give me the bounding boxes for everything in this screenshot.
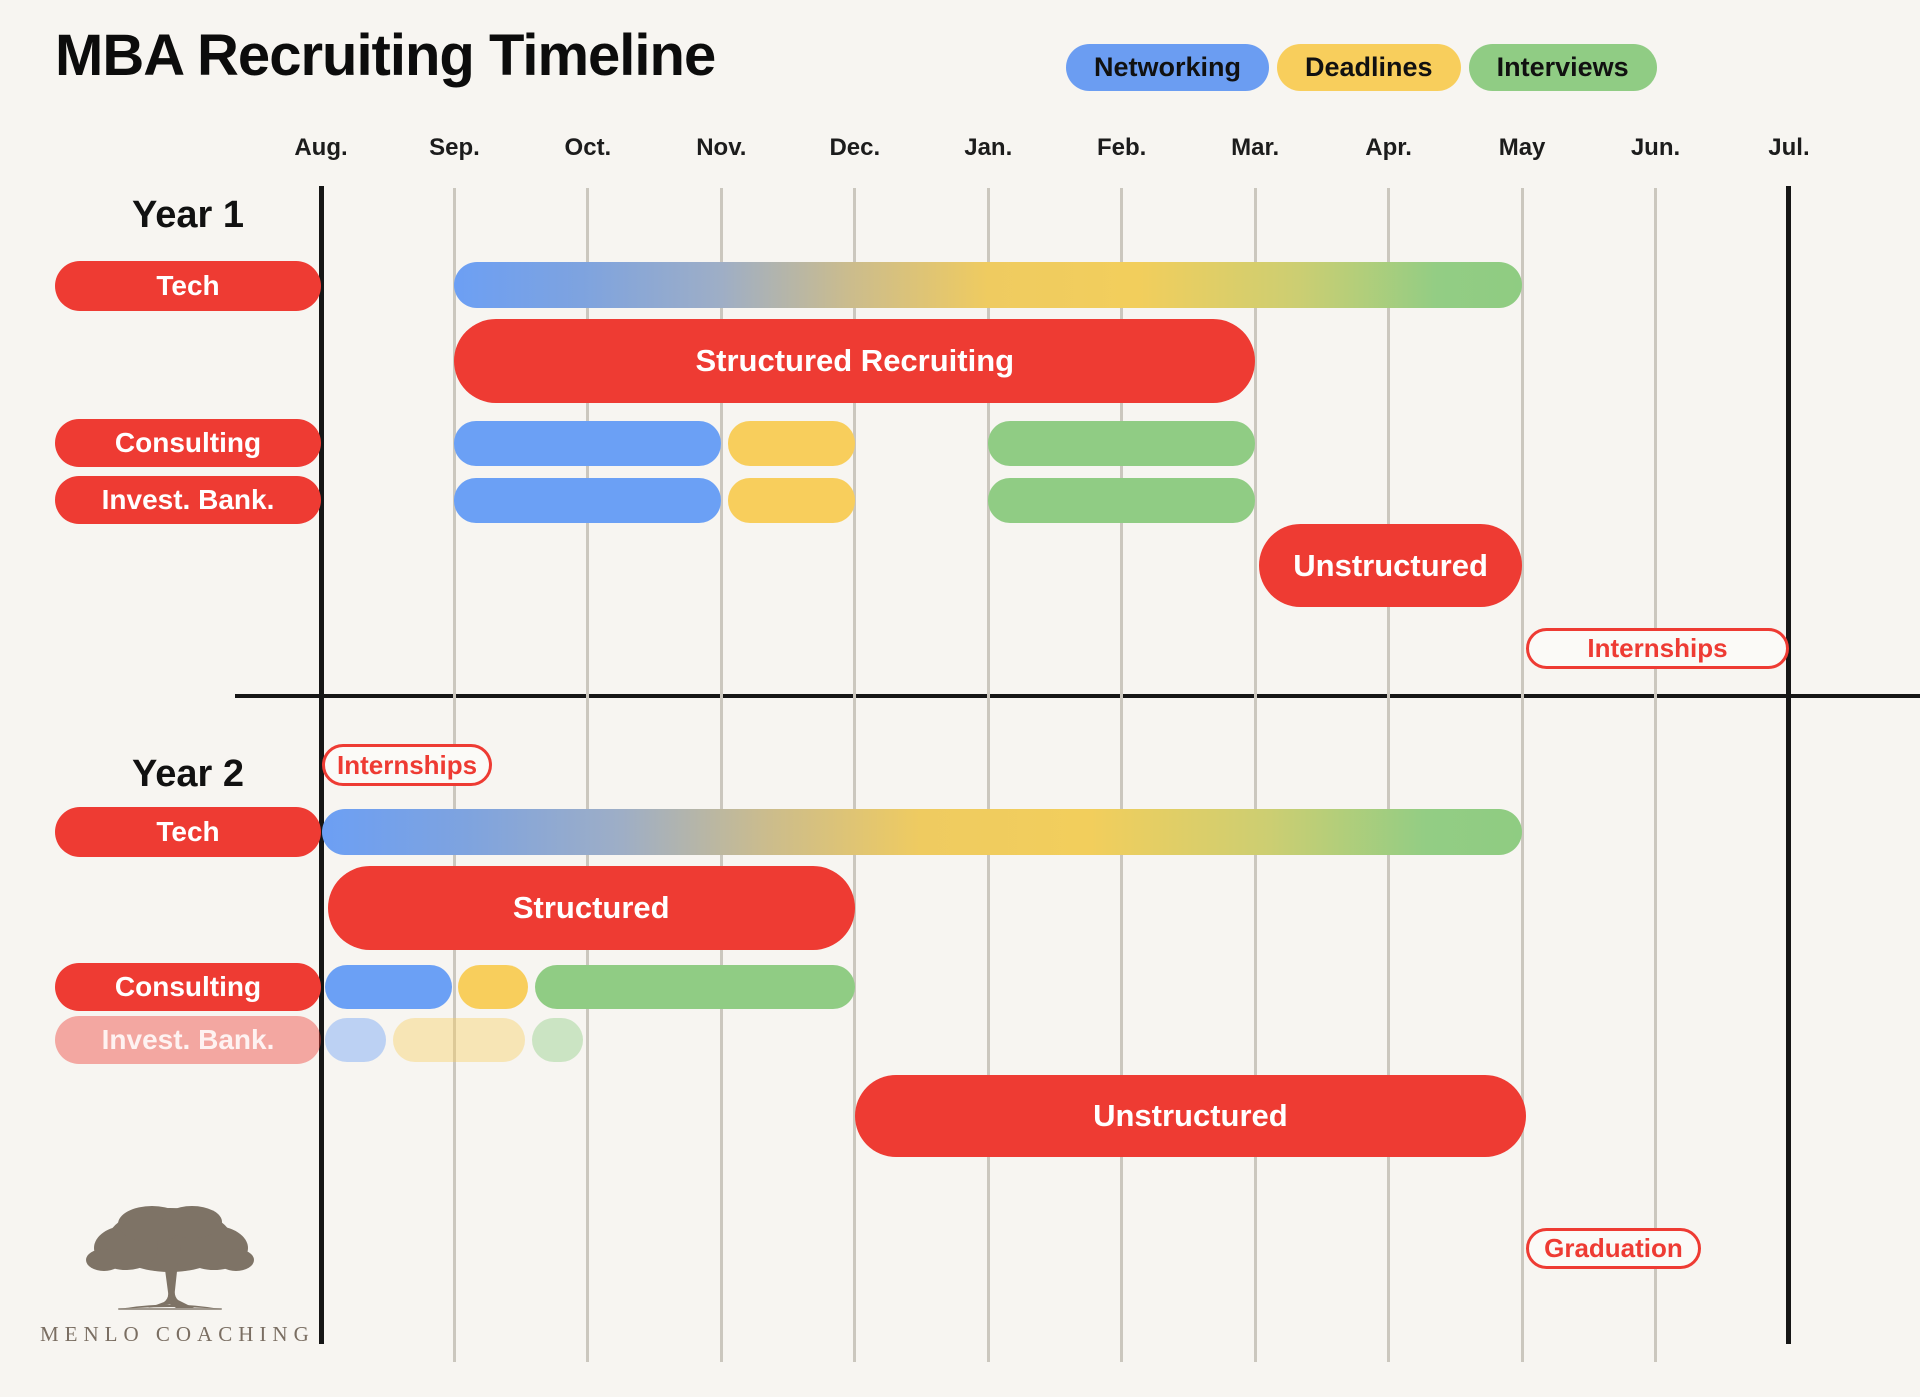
year1-consulting-interviews-bar bbox=[988, 421, 1256, 466]
month-gridline-jun bbox=[1654, 188, 1657, 1362]
year1-investbank-deadlines-bar bbox=[728, 478, 855, 523]
year2-consulting-interviews-bar bbox=[534, 965, 855, 1009]
year1-label: Year 1 bbox=[132, 194, 244, 236]
month-label-may: May bbox=[1498, 134, 1546, 161]
year2-graduation-graduation-pill: Graduation bbox=[1526, 1228, 1701, 1269]
year2-row-label-tech: Tech bbox=[55, 807, 321, 857]
year2-consulting-deadlines-bar bbox=[458, 965, 528, 1009]
month-label-aug: Aug. bbox=[294, 134, 348, 161]
page-title: MBA Recruiting Timeline bbox=[55, 23, 716, 88]
year2-tech-gradient-bar bbox=[322, 809, 1523, 855]
month-gridline-oct bbox=[586, 188, 590, 1362]
legend-item-networking: Networking bbox=[1066, 44, 1270, 91]
oak-tree-icon bbox=[86, 1206, 254, 1310]
year-divider-line bbox=[235, 694, 1920, 698]
legend: Networking Deadlines Interviews bbox=[1066, 44, 1657, 91]
year2-investbank-networking-bar bbox=[325, 1018, 387, 1062]
month-gridline-mar bbox=[1253, 188, 1257, 1362]
year2-label: Year 2 bbox=[132, 753, 244, 795]
year2-investbank-deadlines-bar bbox=[393, 1018, 526, 1062]
year2-internships-internships-pill: Internships bbox=[322, 744, 492, 786]
month-gridline-nov bbox=[719, 188, 723, 1362]
year1-consulting-deadlines-bar bbox=[728, 421, 855, 466]
legend-item-deadlines: Deadlines bbox=[1277, 44, 1461, 91]
month-label-sep: Sep. bbox=[429, 134, 480, 161]
year2-row-label-consulting: Consulting bbox=[55, 963, 321, 1011]
month-label-jan: Jan. bbox=[964, 134, 1013, 161]
month-label-apr: Apr. bbox=[1365, 134, 1412, 161]
year2-consulting-networking-bar bbox=[325, 965, 452, 1009]
legend-item-interviews: Interviews bbox=[1468, 44, 1657, 91]
year1-investbank-interviews-bar bbox=[988, 478, 1256, 523]
month-label-oct: Oct. bbox=[564, 134, 612, 161]
year1-row-label-consulting: Consulting bbox=[55, 419, 321, 467]
year1-tech-gradient-bar bbox=[454, 262, 1523, 308]
month-gridline-aug bbox=[318, 186, 324, 1344]
year1-row-label-tech: Tech bbox=[55, 261, 321, 311]
month-label-jul: Jul. bbox=[1768, 134, 1810, 161]
year1-investbank-networking-bar bbox=[454, 478, 722, 523]
month-gridline-jul bbox=[1786, 186, 1792, 1344]
month-label-mar: Mar. bbox=[1231, 134, 1280, 161]
month-label-nov: Nov. bbox=[696, 134, 747, 161]
year1-row-label-investbank: Invest. Bank. bbox=[55, 476, 321, 524]
year2-investbank-interviews-bar bbox=[531, 1018, 583, 1062]
month-gridline-jan bbox=[986, 188, 990, 1362]
month-label-jun: Jun. bbox=[1630, 134, 1681, 161]
year2-unstructured-unstructured-pill: Unstructured bbox=[854, 1075, 1527, 1157]
month-gridline-feb bbox=[1120, 188, 1124, 1362]
menlo-coaching-logo: MENLO COACHING bbox=[40, 1196, 315, 1347]
year2-row-label-investbank: Invest. Bank. bbox=[55, 1016, 321, 1064]
brand-name: MENLO COACHING bbox=[40, 1322, 315, 1346]
year2-structured-structured-pill: Structured bbox=[327, 866, 855, 950]
month-gridline-may bbox=[1520, 188, 1524, 1362]
year1-internships-internships-pill: Internships bbox=[1526, 628, 1789, 669]
month-gridline-dec bbox=[853, 188, 857, 1362]
month-label-feb: Feb. bbox=[1097, 134, 1147, 161]
month-gridline-apr bbox=[1387, 188, 1391, 1362]
month-label-dec: Dec. bbox=[829, 134, 881, 161]
year1-consulting-networking-bar bbox=[454, 421, 722, 466]
year1-unstructured-unstructured-pill: Unstructured bbox=[1259, 524, 1523, 607]
year1-structured-structured-recruiting-pill: Structured Recruiting bbox=[454, 319, 1256, 403]
